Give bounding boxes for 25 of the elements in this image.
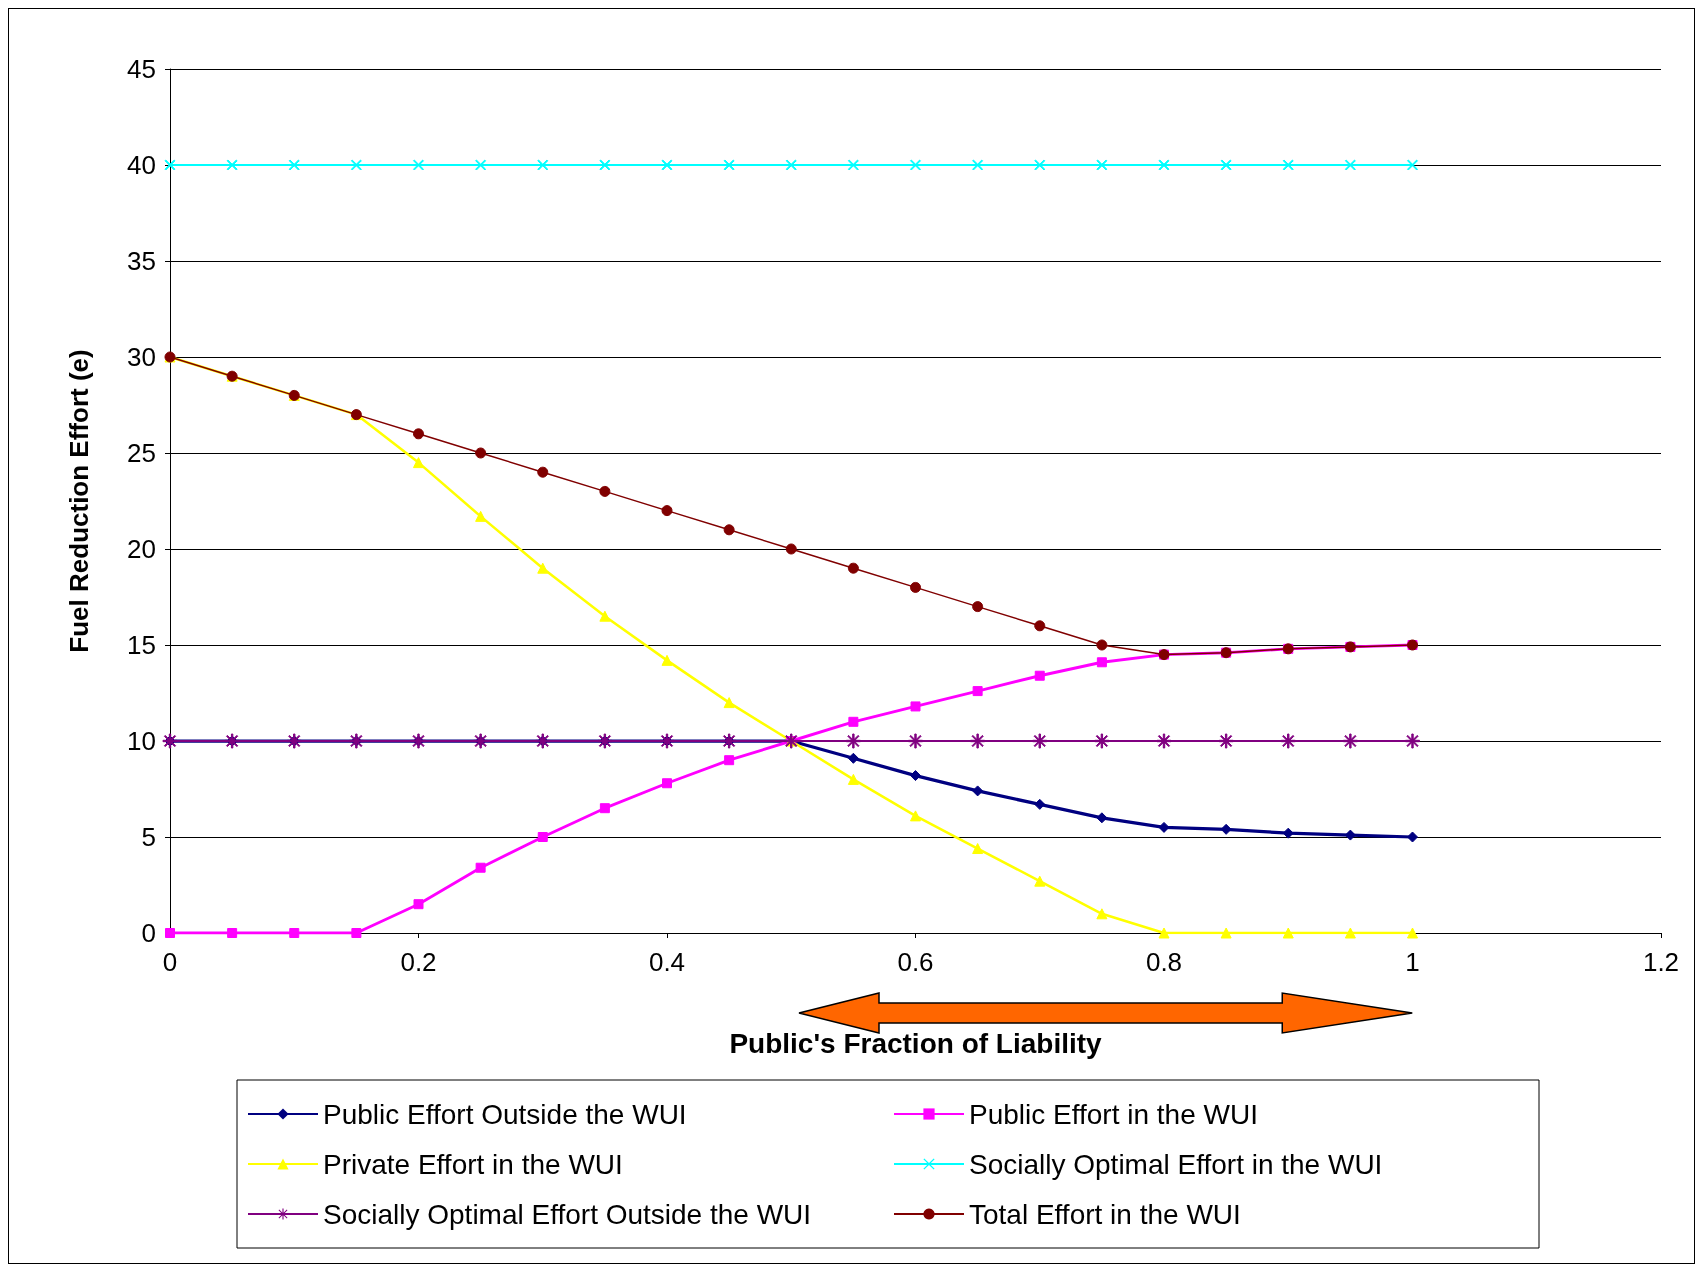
x-tick-label: 0 [162,947,178,977]
x-tick-label: 0.2 [400,947,437,977]
x-tick-label: 0.6 [897,947,934,977]
y-tick-label: 15 [127,630,156,660]
y-tick-label: 0 [141,918,156,948]
x-axis-title: Public's Fraction of Liability [729,1027,1103,1059]
y-tick-label: 20 [127,534,156,564]
y-tick-label: 30 [127,342,156,372]
legend-label: Socially Optimal Effort Outside the WUI [323,1198,812,1230]
legend-label: Total Effort in the WUI [969,1198,1241,1230]
y-tick-label: 35 [127,246,156,276]
y-tick-label: 10 [127,726,156,756]
legend-label: Public Effort in the WUI [969,1098,1258,1130]
y-tick-label: 45 [127,54,156,84]
legend-label: Public Effort Outside the WUI [323,1098,687,1130]
y-tick-label: 40 [127,150,156,180]
y-axis-title: Fuel Reduction Effort (e) [64,349,94,653]
x-tick-label: 1 [1405,947,1420,977]
legend-label: Private Effort in the WUI [323,1148,623,1180]
x-tick-label: 0.4 [648,947,686,977]
y-tick-label: 5 [141,822,156,852]
legend-label: Socially Optimal Effort in the WUI [969,1148,1383,1180]
y-tick-label: 25 [127,438,156,468]
x-tick-label: 1.2 [1642,947,1680,977]
x-tick-label: 0.8 [1145,947,1183,977]
